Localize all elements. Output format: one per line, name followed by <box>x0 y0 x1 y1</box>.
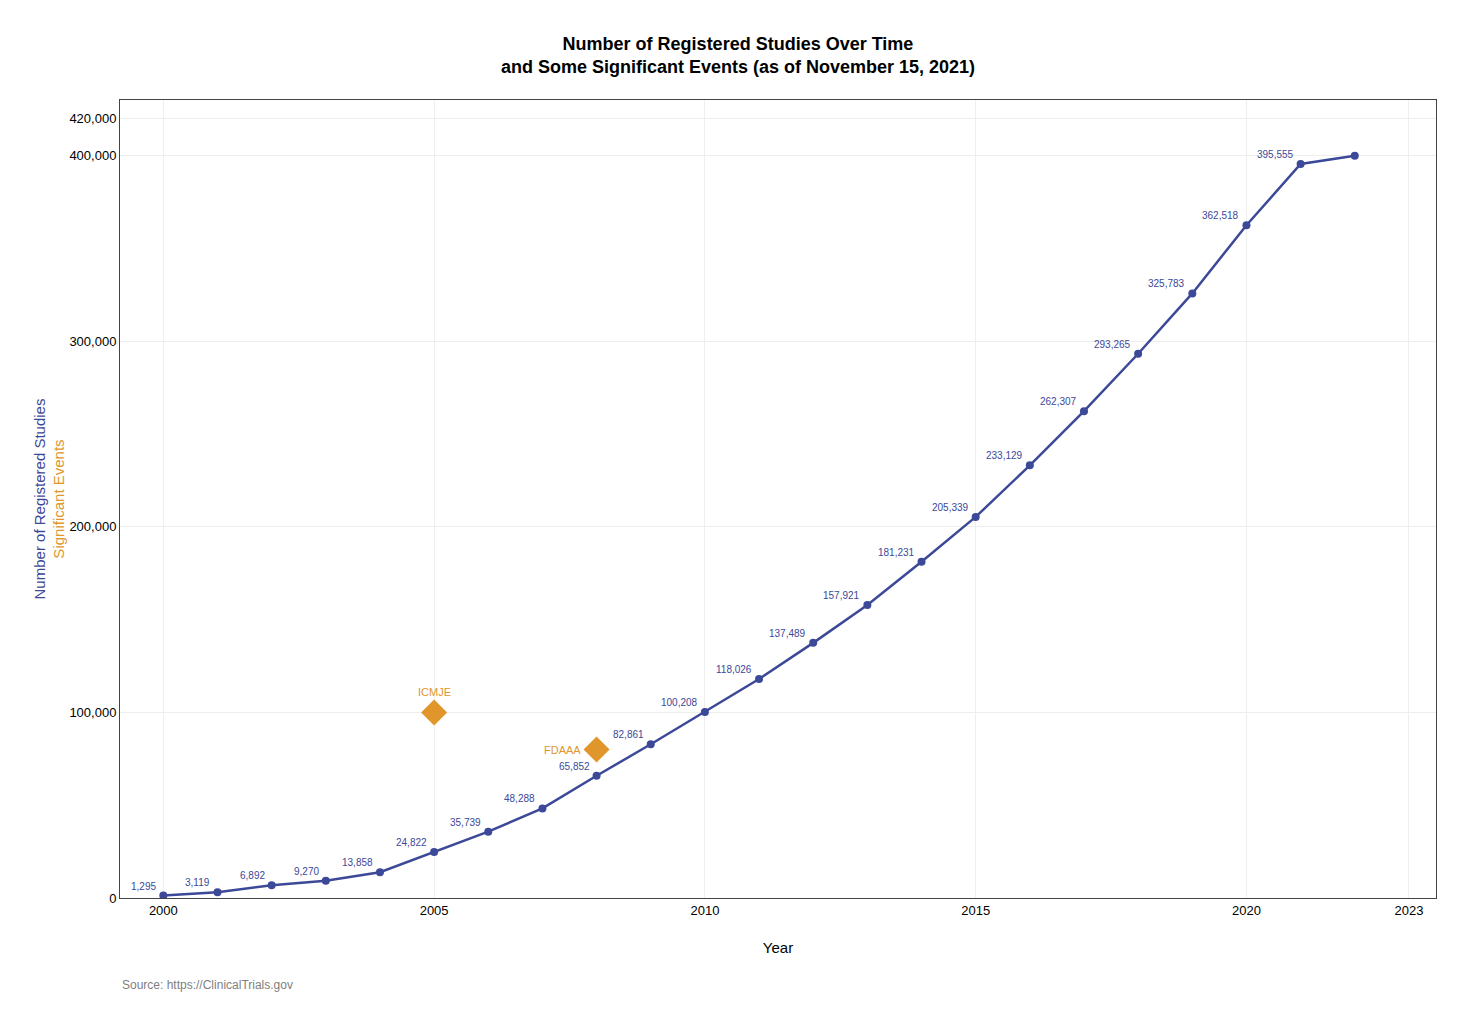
svg-text:2010: 2010 <box>690 903 719 918</box>
svg-text:100,000: 100,000 <box>69 705 116 720</box>
svg-text:325,783: 325,783 <box>1148 278 1185 289</box>
svg-text:65,852: 65,852 <box>559 761 590 772</box>
svg-text:300,000: 300,000 <box>69 334 116 349</box>
svg-text:FDAAA: FDAAA <box>544 744 581 756</box>
svg-text:2020: 2020 <box>1232 903 1261 918</box>
svg-text:35,739: 35,739 <box>450 817 481 828</box>
svg-text:13,858: 13,858 <box>342 857 373 868</box>
svg-text:Source: https://ClinicalTrials: Source: https://ClinicalTrials.gov <box>122 978 293 992</box>
svg-text:2005: 2005 <box>420 903 449 918</box>
svg-text:100,208: 100,208 <box>661 697 698 708</box>
svg-text:2023: 2023 <box>1394 903 1423 918</box>
svg-text:6,892: 6,892 <box>240 870 265 881</box>
svg-text:200,000: 200,000 <box>69 519 116 534</box>
svg-text:Year: Year <box>763 939 793 956</box>
svg-text:420,000: 420,000 <box>69 111 116 126</box>
svg-text:233,129: 233,129 <box>986 450 1023 461</box>
svg-text:137,489: 137,489 <box>769 628 806 639</box>
svg-text:ICMJE: ICMJE <box>418 686 451 698</box>
svg-text:48,288: 48,288 <box>504 793 535 804</box>
svg-text:24,822: 24,822 <box>396 837 427 848</box>
svg-text:400,000: 400,000 <box>69 148 116 163</box>
svg-text:362,518: 362,518 <box>1202 210 1239 221</box>
svg-text:Number of Registered Studies O: Number of Registered Studies Over Timean… <box>501 34 975 77</box>
svg-text:82,861: 82,861 <box>613 729 644 740</box>
svg-text:293,265: 293,265 <box>1094 339 1131 350</box>
svg-text:118,026: 118,026 <box>716 664 752 675</box>
svg-text:Number of Registered StudiesSi: Number of Registered StudiesSignificant … <box>31 399 68 600</box>
svg-text:262,307: 262,307 <box>1040 396 1077 407</box>
svg-text:157,921: 157,921 <box>823 590 860 601</box>
svg-text:1,295: 1,295 <box>131 881 156 892</box>
svg-text:3,119: 3,119 <box>185 877 210 888</box>
svg-text:205,339: 205,339 <box>932 502 969 513</box>
svg-text:2000: 2000 <box>149 903 178 918</box>
svg-text:9,270: 9,270 <box>294 866 319 877</box>
svg-text:181,231: 181,231 <box>878 547 915 558</box>
svg-text:2015: 2015 <box>961 903 990 918</box>
svg-text:0: 0 <box>109 891 116 906</box>
svg-text:395,555: 395,555 <box>1257 149 1294 160</box>
